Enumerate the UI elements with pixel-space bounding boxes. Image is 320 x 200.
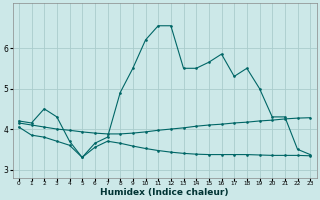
X-axis label: Humidex (Indice chaleur): Humidex (Indice chaleur) (100, 188, 229, 197)
